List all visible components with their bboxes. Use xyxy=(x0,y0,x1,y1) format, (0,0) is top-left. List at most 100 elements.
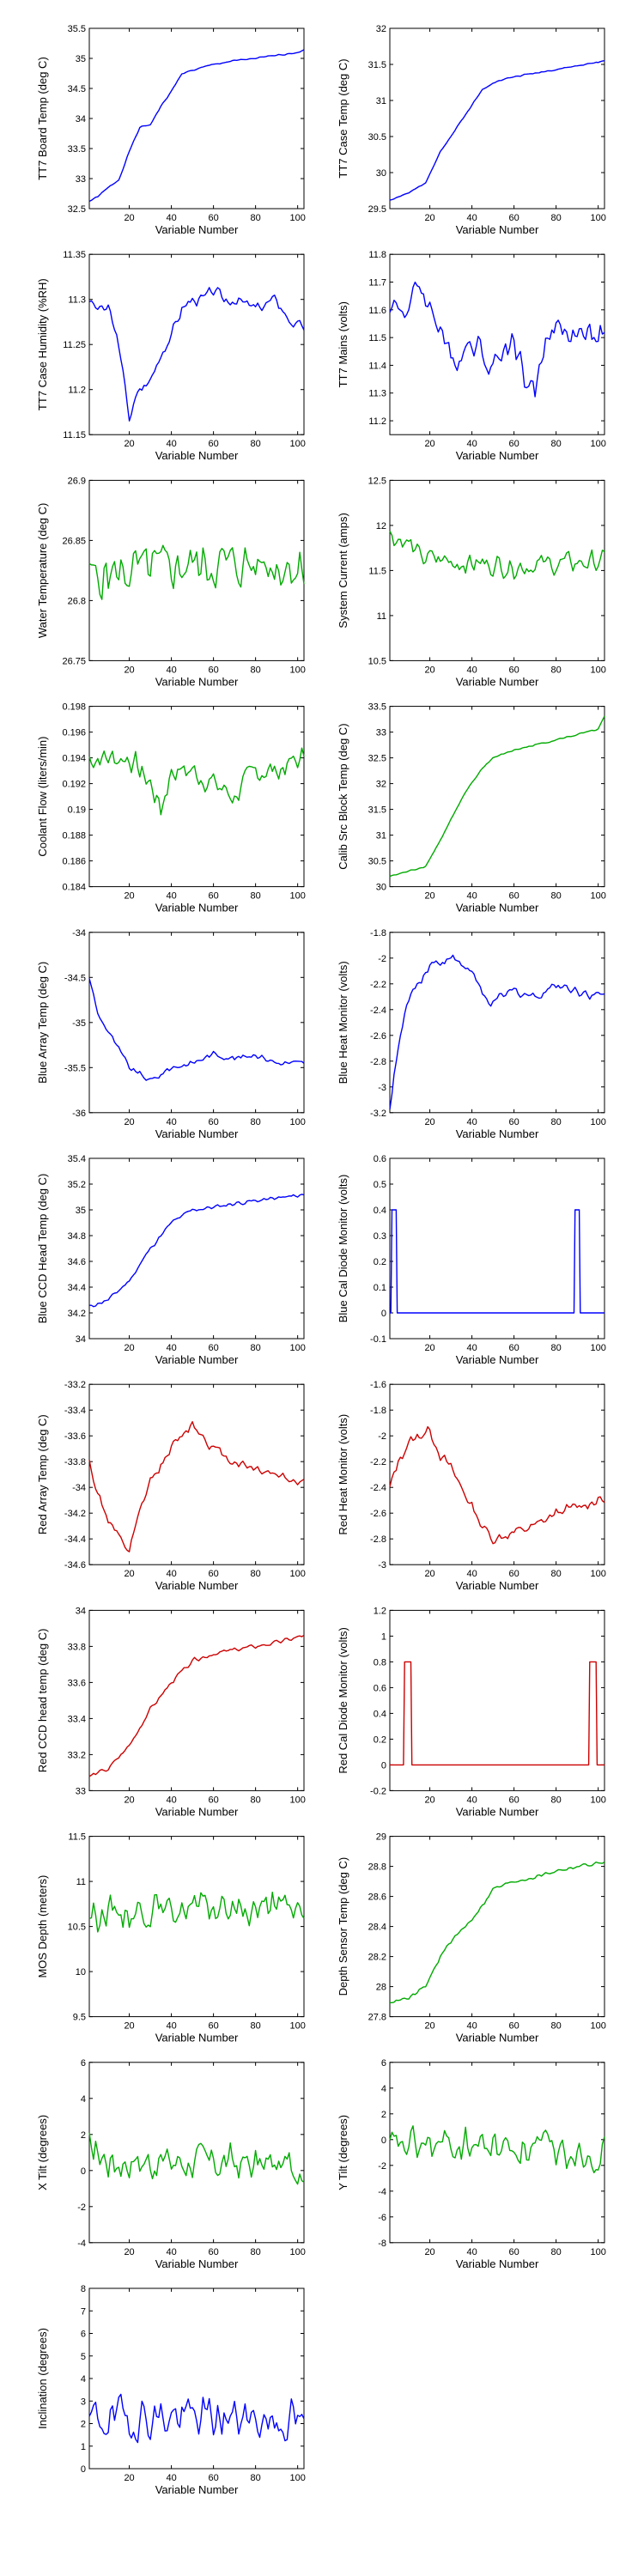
y-tick-label: 0.2 xyxy=(374,1257,386,1267)
y-axis-label: TT7 Board Temp (deg C) xyxy=(36,57,49,180)
plot-frame xyxy=(389,1836,605,2018)
y-tick-label: 0.194 xyxy=(62,754,86,764)
y-tick-label: 32.5 xyxy=(68,204,86,215)
x-tick-label: 60 xyxy=(208,439,218,449)
y-tick-label: 0.6 xyxy=(374,1154,386,1164)
y-tick-label: 35.4 xyxy=(68,1154,86,1164)
x-tick-label: 60 xyxy=(508,1343,519,1353)
x-tick-label: 100 xyxy=(289,439,305,449)
y-axis-label: Blue CCD Head Temp (deg C) xyxy=(36,1174,49,1324)
y-tick-label: 33.8 xyxy=(68,1642,86,1652)
y-tick-label: 31 xyxy=(376,831,386,841)
y-tick-label: -2.6 xyxy=(370,1031,386,1042)
y-tick-label: 0 xyxy=(81,2464,86,2475)
chart-7: 20 40 60 80 100 0.184 0.186 0.188 0.19 0.192 0.194… xyxy=(36,702,306,914)
x-tick-label: 40 xyxy=(166,2021,176,2032)
x-tick-label: 60 xyxy=(208,665,218,675)
y-axis-label: TT7 Case Humidity (%RH) xyxy=(36,278,49,410)
plot-frame xyxy=(389,479,605,661)
y-tick-label: 0.196 xyxy=(62,728,86,738)
series-line xyxy=(390,1861,605,2003)
y-tick-label: 2 xyxy=(381,2110,386,2120)
y-tick-label: 10 xyxy=(76,1967,86,1978)
y-tick-label: 6 xyxy=(81,2330,86,2340)
y-tick-label: 4 xyxy=(81,2094,86,2105)
x-tick-label: 60 xyxy=(508,213,519,223)
x-axis-label: Variable Number xyxy=(155,2483,239,2496)
x-tick-label: 100 xyxy=(289,213,305,223)
y-tick-label: 34.6 xyxy=(68,1257,86,1267)
x-axis-label: Variable Number xyxy=(456,675,539,688)
y-tick-label: 6 xyxy=(381,2058,386,2069)
y-tick-label: 0.2 xyxy=(374,1735,386,1745)
chart-19: 20 40 60 80 100 -4 -2 0 2 4 6 Variable Number X Tilt… xyxy=(36,2058,306,2270)
chart-20: 20 40 60 80 100 -8 -6 -4 -2 0 2 4 6 Variable Number Y … xyxy=(337,2058,606,2270)
chart-5: 20 40 60 80 100 26.75 26.8 26.85 26.9 Variable Nu… xyxy=(36,476,306,688)
plot-frame xyxy=(88,1609,305,1791)
y-tick-label: 10.5 xyxy=(368,656,386,666)
y-axis-label: Blue Cal Diode Monitor (volts) xyxy=(337,1175,349,1323)
chart-11: 20 40 60 80 100 34 34.2 34.4 34.6 34.8 35 35.2 35.4 V… xyxy=(36,1154,306,1366)
y-tick-label: 33 xyxy=(76,174,86,185)
x-tick-label: 20 xyxy=(424,1117,434,1127)
y-tick-label: 31 xyxy=(376,96,386,106)
y-tick-label: 0.3 xyxy=(374,1231,386,1242)
x-tick-label: 80 xyxy=(251,1343,261,1353)
plot-frame xyxy=(389,932,605,1114)
x-tick-label: 20 xyxy=(124,439,134,449)
y-tick-label: -6 xyxy=(378,2213,386,2223)
x-tick-label: 40 xyxy=(166,1117,176,1127)
x-tick-label: 60 xyxy=(508,1569,519,1579)
y-tick-label: 32.5 xyxy=(368,754,386,764)
y-tick-label: 30 xyxy=(376,883,386,893)
y-tick-label: -34 xyxy=(72,1483,86,1493)
y-tick-label: -2 xyxy=(378,2161,386,2172)
y-tick-label: 6 xyxy=(81,2058,86,2069)
y-tick-label: 29.5 xyxy=(368,204,386,215)
x-tick-label: 60 xyxy=(208,1117,218,1127)
x-axis-label: Variable Number xyxy=(456,1127,539,1140)
y-axis-label: Red CCD head temp (deg C) xyxy=(36,1629,49,1773)
plot-frame xyxy=(88,932,305,1114)
x-tick-label: 80 xyxy=(551,891,562,902)
x-tick-label: 80 xyxy=(251,665,261,675)
series-line xyxy=(88,544,305,600)
x-tick-label: 40 xyxy=(166,439,176,449)
y-tick-label: 10.5 xyxy=(68,1923,86,1933)
x-axis-label: Variable Number xyxy=(155,1353,239,1366)
x-axis-label: Variable Number xyxy=(155,1805,239,1818)
series-line xyxy=(89,1194,305,1308)
x-tick-label: 60 xyxy=(508,891,519,902)
y-tick-label: 34.5 xyxy=(68,84,86,94)
plot-frame xyxy=(389,1157,605,1340)
x-tick-label: 20 xyxy=(124,665,134,675)
y-tick-label: -34.4 xyxy=(64,1534,86,1545)
x-tick-label: 20 xyxy=(124,891,134,902)
y-tick-label: -33.8 xyxy=(64,1457,86,1467)
y-tick-label: 0.5 xyxy=(374,1180,386,1190)
x-tick-label: 100 xyxy=(289,2247,305,2257)
x-tick-label: 100 xyxy=(590,891,605,902)
y-axis-label: MOS Depth (meters) xyxy=(36,1875,49,1978)
x-tick-label: 80 xyxy=(251,439,261,449)
chart-12: 20 40 60 80 100 -0.1 0 0.1 0.2 0.3 0.4 0.5 0.6 Variab… xyxy=(337,1154,606,1366)
x-tick-label: 80 xyxy=(251,213,261,223)
x-tick-label: 40 xyxy=(466,665,477,675)
x-tick-label: 80 xyxy=(251,1795,261,1805)
y-tick-label: -2.4 xyxy=(370,1483,386,1493)
plot-frame xyxy=(389,27,605,210)
plot-frame xyxy=(389,1383,605,1565)
x-tick-label: 60 xyxy=(208,2473,218,2483)
y-tick-label: -2 xyxy=(378,1431,386,1442)
x-tick-label: 100 xyxy=(590,439,605,449)
x-tick-label: 100 xyxy=(590,1343,605,1353)
y-tick-label: 2 xyxy=(81,2130,86,2141)
chart-18: 20 40 60 80 100 27.8 28 28.2 28.4 28.6 28.8 29 Varia… xyxy=(337,1832,606,2044)
series-line xyxy=(88,1634,305,1777)
y-tick-label: 34.4 xyxy=(68,1283,86,1293)
plot-frame xyxy=(389,706,605,888)
y-tick-label: -35 xyxy=(72,1018,86,1029)
y-axis-label: Red Heat Monitor (volts) xyxy=(337,1414,349,1535)
y-tick-label: 30.5 xyxy=(368,132,386,143)
series-line xyxy=(390,1209,605,1314)
